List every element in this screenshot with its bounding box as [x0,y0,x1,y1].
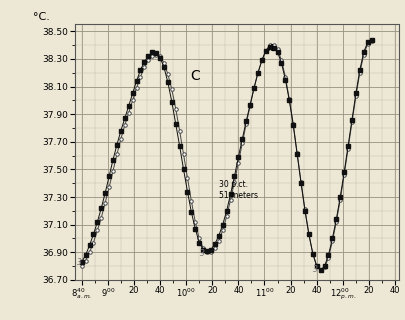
Text: 3: 3 [312,265,317,274]
Text: 30 p.ct.
51 meters: 30 p.ct. 51 meters [218,180,258,200]
Text: °C.: °C. [33,12,49,22]
Text: C: C [190,69,199,83]
Text: 3: 3 [77,258,82,267]
Text: r1: r1 [267,44,275,53]
Text: 3: 3 [200,249,205,259]
